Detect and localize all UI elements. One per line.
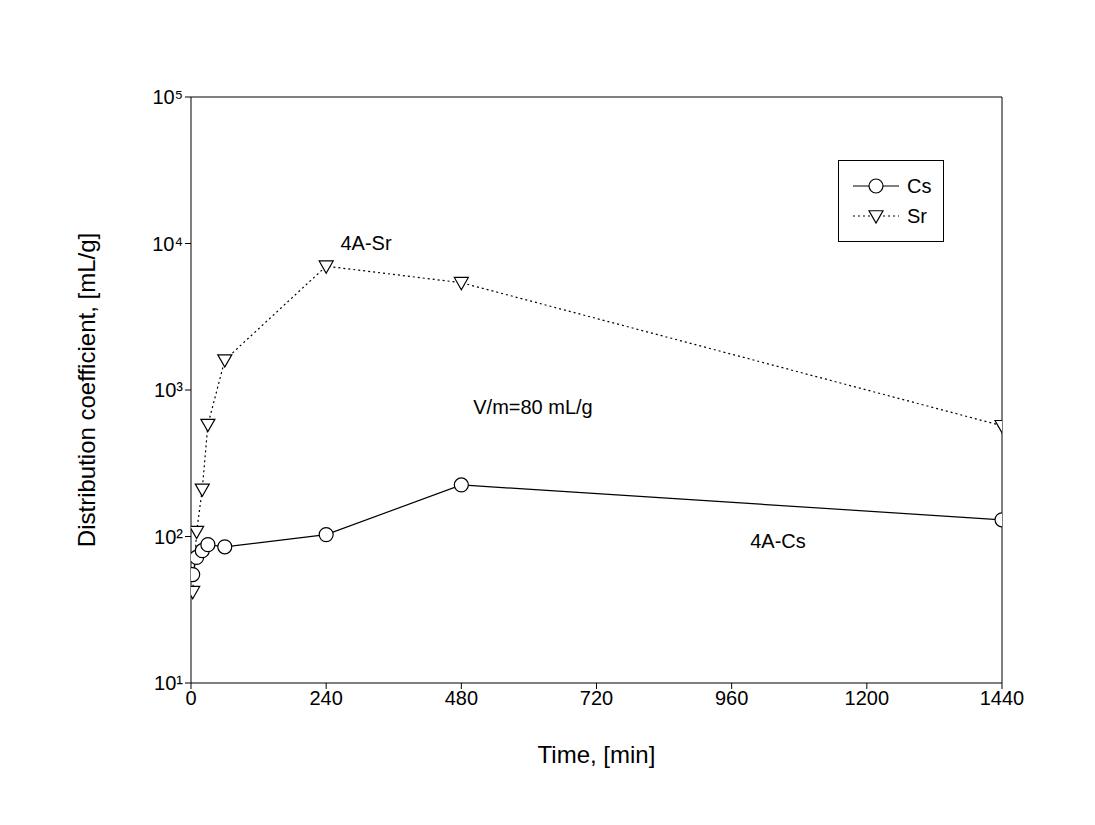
svg-text:1440: 1440 [980,687,1025,709]
svg-text:720: 720 [580,687,613,709]
svg-text:10³: 10³ [154,379,183,401]
svg-text:Time, [min]: Time, [min] [538,741,656,768]
svg-text:0: 0 [185,687,196,709]
html-text:4A-Cs: 4A-Cs [750,529,806,552]
html-text:Cs: Cs [907,174,932,197]
html-text:4A-Sr: 4A-Sr [340,231,392,254]
svg-text:1200: 1200 [845,687,890,709]
html-text:Sr: Sr [907,204,927,227]
svg-text:10¹: 10¹ [154,672,183,694]
svg-text:960: 960 [715,687,748,709]
svg-text:10²: 10² [154,526,183,548]
svg-text:10⁴: 10⁴ [152,233,183,255]
html-text:V/m=80 mL/g: V/m=80 mL/g [473,395,593,418]
svg-text:240: 240 [309,687,342,709]
svg-text:480: 480 [445,687,478,709]
svg-text:10⁵: 10⁵ [152,86,183,108]
svg-text:Distribution coefficient, [mL/: Distribution coefficient, [mL/g] [73,233,100,547]
